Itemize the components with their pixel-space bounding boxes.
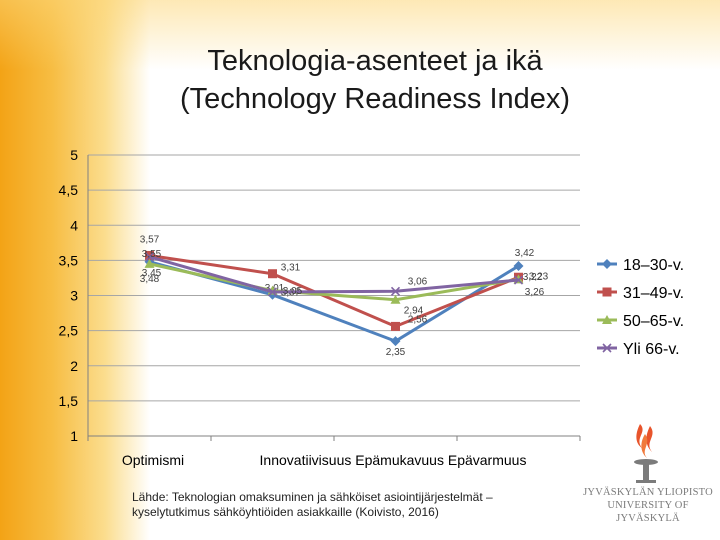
logo-text-english: UNIVERSITY OF JYVÄSKYLÄ — [607, 500, 689, 524]
y-tick-label: 2,5 — [59, 323, 79, 339]
data-value-label: 3,57 — [140, 234, 160, 245]
y-tick-label: 4,5 — [59, 182, 79, 198]
data-value-label: 3,42 — [515, 248, 535, 259]
legend-label: Yli 66-v. — [623, 341, 680, 358]
series-4: 3,55 3,05 3,06 3,22 — [142, 249, 543, 297]
data-point — [267, 287, 278, 297]
data-point — [391, 321, 400, 331]
legend-label: 50–65-v. — [623, 313, 684, 330]
data-point — [513, 275, 524, 285]
data-point — [513, 260, 524, 271]
y-tick-label: 1,5 — [59, 393, 79, 409]
data-point — [390, 294, 401, 304]
legend: 18–30-v. 31–49-v. 50–65-v. Yli 66-v. — [597, 257, 684, 358]
y-tick-label: 2 — [70, 358, 78, 374]
data-value-label: 3,06 — [408, 276, 428, 287]
x-category-labels-group: Innovatiivisuus Epämukavuus Epävarmuus — [260, 452, 527, 468]
data-point — [268, 269, 277, 279]
data-value-label: 2,56 — [408, 314, 428, 325]
data-value-label: 2,35 — [386, 347, 406, 358]
source-note: Lähde: Teknologian omaksuminen ja sähköi… — [132, 490, 582, 520]
data-value-label: 3,26 — [525, 287, 545, 298]
legend-label: 31–49-v. — [623, 285, 684, 302]
source-line2: kyselytutkimus sähköyhtiöiden asiakkaill… — [132, 505, 439, 519]
legend-label: 18–30-v. — [623, 257, 684, 274]
data-value-label: 3,22 — [523, 272, 543, 283]
data-point — [145, 250, 154, 260]
torch-icon — [634, 424, 658, 483]
data-value-label: 3,48 — [140, 274, 160, 285]
logo-text-finnish: JYVÄSKYLÄN YLIOPISTO — [583, 487, 713, 498]
data-value-label: 3,55 — [142, 249, 162, 260]
y-tick-label: 3,5 — [59, 252, 79, 268]
series-3: 3,453,072,943,23 — [142, 258, 549, 317]
slide-title-line1: Teknologia-asenteet ja ikä — [207, 45, 543, 77]
data-point — [144, 258, 155, 268]
slide-title-line2: (Technology Readiness Index) — [179, 83, 571, 115]
slide-title: Teknologia-asenteet ja ikä (Technology R… — [100, 42, 650, 118]
decorative-top-gradient — [0, 0, 720, 70]
data-point — [390, 336, 401, 347]
series-line — [149, 253, 520, 328]
data-value-label: 3,45 — [142, 268, 162, 279]
data-point — [144, 252, 155, 262]
series-1: 3,48 3,01 2,35 3,42 — [140, 248, 535, 358]
data-point — [602, 343, 612, 353]
data-value-label: 2,94 — [404, 306, 424, 317]
series-line — [149, 255, 519, 294]
data-value-label: 3,31 — [281, 263, 301, 274]
decorative-background-band — [0, 0, 150, 540]
data-value-label: 3,23 — [529, 271, 549, 282]
data-point — [602, 287, 612, 297]
data-point — [602, 315, 612, 324]
y-tick-label: 1 — [70, 428, 78, 444]
y-tick-label: 3 — [70, 288, 78, 304]
data-point — [602, 259, 612, 269]
data-value-label: 3,01 — [265, 283, 285, 294]
data-point — [390, 286, 401, 296]
university-logo: JYVÄSKYLÄN YLIOPISTO UNIVERSITY OF JYVÄS… — [578, 418, 718, 524]
x-category-label: Optimismi — [122, 452, 184, 468]
series-line — [149, 262, 519, 302]
data-value-label: 3,05 — [283, 286, 303, 297]
source-line1: Lähde: Teknologian omaksuminen ja sähköi… — [132, 490, 493, 504]
y-tick-label: 5 — [70, 147, 78, 163]
y-tick-label: 4 — [70, 217, 78, 233]
